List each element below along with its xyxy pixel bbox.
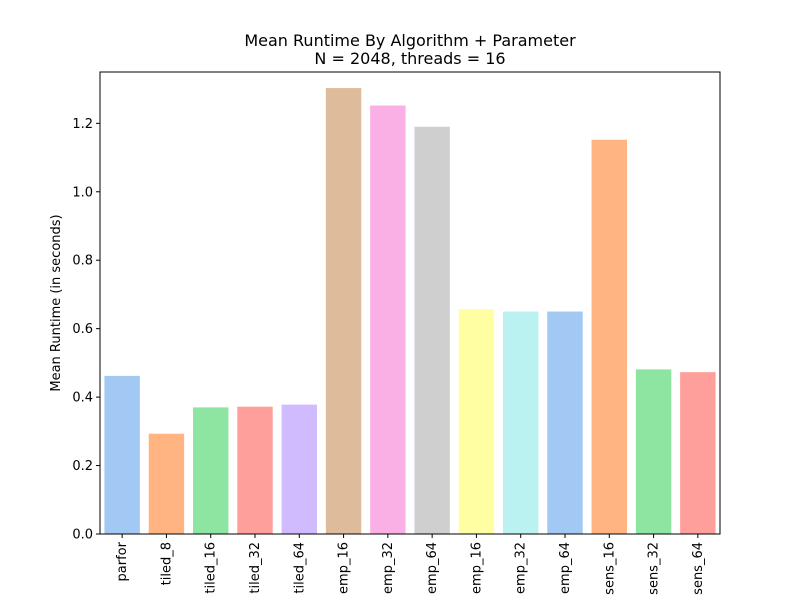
x-tick-label: emp_32 [514, 542, 529, 594]
x-tick-label: emp_32 [381, 542, 396, 594]
x-tick-label: parfor [115, 541, 130, 581]
bar-13 [680, 372, 716, 534]
bar-0 [104, 375, 140, 534]
bar-11 [591, 139, 627, 534]
chart-subtitle: N = 2048, threads = 16 [314, 49, 505, 68]
y-axis-label: Mean Runtime (in seconds) [49, 214, 64, 391]
bar-1 [148, 433, 185, 534]
y-tick-label: 0.0 [72, 528, 93, 543]
x-axis: parfor tiled_8 tiled_16 tiled_32 tiled_64 emp… [115, 534, 706, 595]
x-tick-label: tiled_16 [204, 542, 219, 594]
bar-10 [547, 311, 583, 534]
y-tick-label: 1.0 [72, 185, 93, 200]
x-tick-label: tiled_32 [248, 542, 263, 594]
y-tick-label: 0.4 [72, 391, 93, 406]
bar-8 [458, 309, 495, 534]
y-tick-label: 0.8 [72, 254, 93, 269]
chart-title: Mean Runtime By Algorithm + Parameter [244, 31, 576, 50]
bar-9 [503, 311, 539, 534]
bar-12 [635, 369, 672, 534]
x-tick-label: emp_16 [337, 542, 352, 594]
bars-group [104, 88, 716, 534]
bar-2 [193, 407, 229, 534]
bar-4 [281, 404, 317, 534]
y-tick-label: 1.2 [72, 117, 93, 132]
x-tick-label: emp_16 [469, 542, 484, 594]
y-axis: 0.0 0.2 0.4 0.6 0.8 1.0 1.2 [72, 117, 100, 543]
x-tick-label: sens_32 [647, 542, 662, 595]
x-tick-label: tiled_8 [159, 542, 174, 585]
bar-6 [370, 105, 406, 534]
plot-frame [99, 71, 721, 535]
x-tick-label: sens_64 [691, 542, 706, 595]
x-tick-label: emp_64 [558, 542, 573, 594]
x-tick-label: sens_16 [602, 542, 617, 595]
y-tick-label: 0.6 [72, 322, 93, 337]
x-tick-label: emp_64 [425, 542, 440, 594]
bar-7 [414, 126, 450, 534]
bar-3 [237, 406, 273, 534]
y-tick-label: 0.2 [72, 459, 93, 474]
x-tick-label: tiled_64 [292, 542, 307, 594]
bar-5 [325, 88, 362, 534]
